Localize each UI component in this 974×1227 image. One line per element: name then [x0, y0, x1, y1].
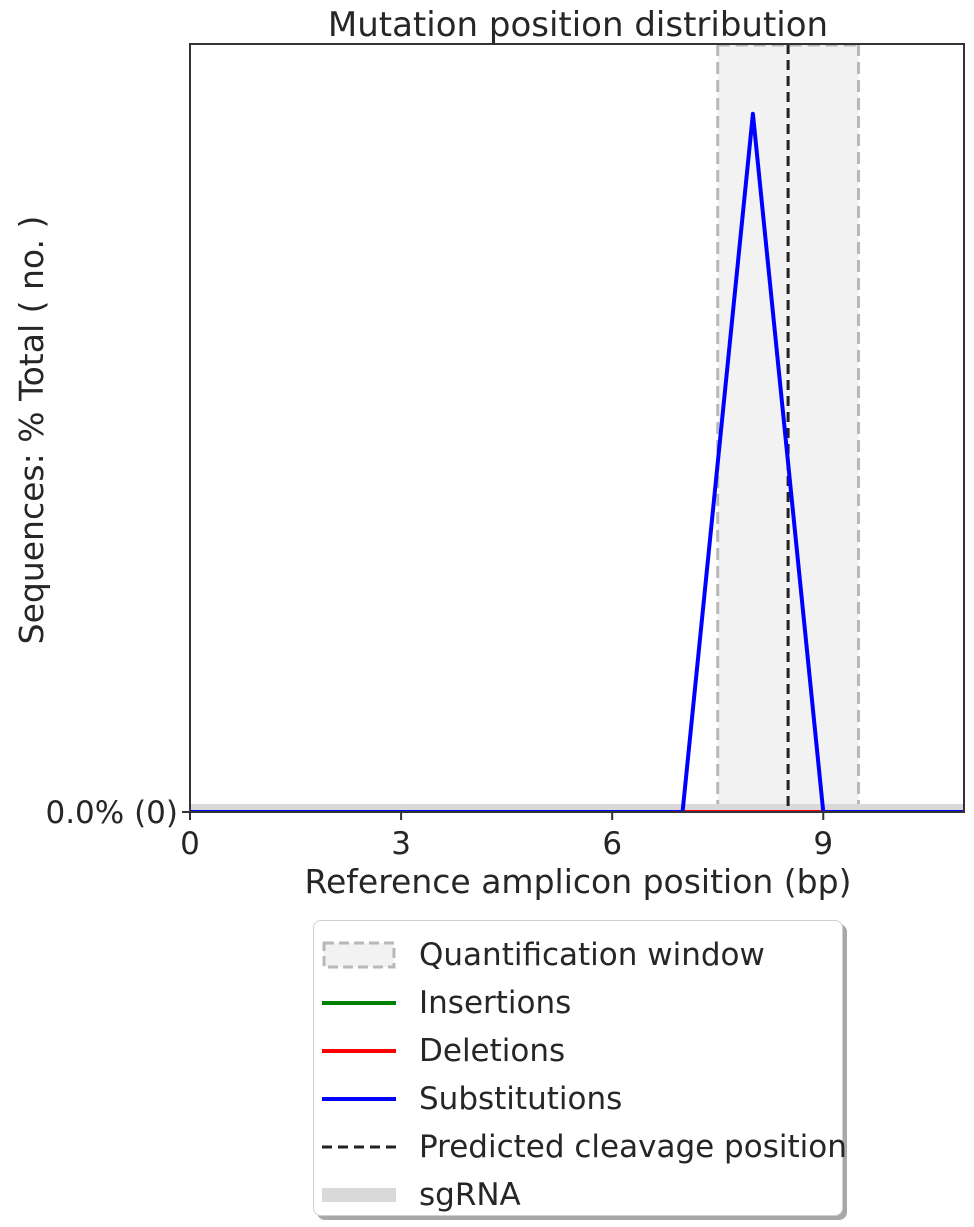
legend-swatch-cleavage	[322, 1145, 396, 1149]
x-axis-label: Reference amplicon position (bp)	[305, 862, 852, 901]
legend-swatch-insertions	[322, 1001, 396, 1005]
x-tick-label: 0	[180, 826, 200, 862]
legend-label: Quantification window	[419, 937, 765, 973]
legend-label: Insertions	[419, 985, 572, 1021]
plot-area: 0 3 6 9 0.0% (0)	[45, 43, 965, 862]
plot-inner	[190, 44, 964, 812]
chart-title: Mutation position distribution	[328, 5, 828, 45]
legend-item-deletions: Deletions	[314, 1027, 842, 1075]
x-tick-label: 6	[602, 826, 622, 862]
legend-label: Substitutions	[419, 1081, 623, 1117]
legend-item-insertions: Insertions	[314, 979, 842, 1027]
legend-item-sgrna: sgRNA	[314, 1171, 842, 1219]
y-axis-label: Sequences: % Total ( no. )	[12, 216, 51, 645]
legend-swatch-window	[322, 941, 396, 969]
legend-swatch-sgrna	[322, 1188, 396, 1202]
y-tick-label: 0.0% (0)	[45, 795, 178, 831]
legend-item-substitutions: Substitutions	[314, 1075, 842, 1123]
legend-item-predicted-cleavage: Predicted cleavage position	[314, 1123, 847, 1171]
chart-legend: Quantification window Insertions Deletio…	[313, 920, 847, 1219]
x-tick-label: 9	[813, 826, 833, 862]
legend-swatch-substitutions	[322, 1097, 396, 1101]
legend-label: Deletions	[419, 1033, 566, 1069]
legend-label: Predicted cleavage position	[419, 1129, 847, 1165]
legend-swatch-deletions	[322, 1049, 396, 1053]
x-tick-label: 3	[391, 826, 411, 862]
mutation-chart: Mutation position distribution 0 3 6 9 0.0% …	[12, 5, 965, 901]
legend-item-quantification-window: Quantification window	[314, 931, 842, 979]
plot-frame	[189, 43, 965, 813]
legend-label: sgRNA	[419, 1177, 521, 1213]
